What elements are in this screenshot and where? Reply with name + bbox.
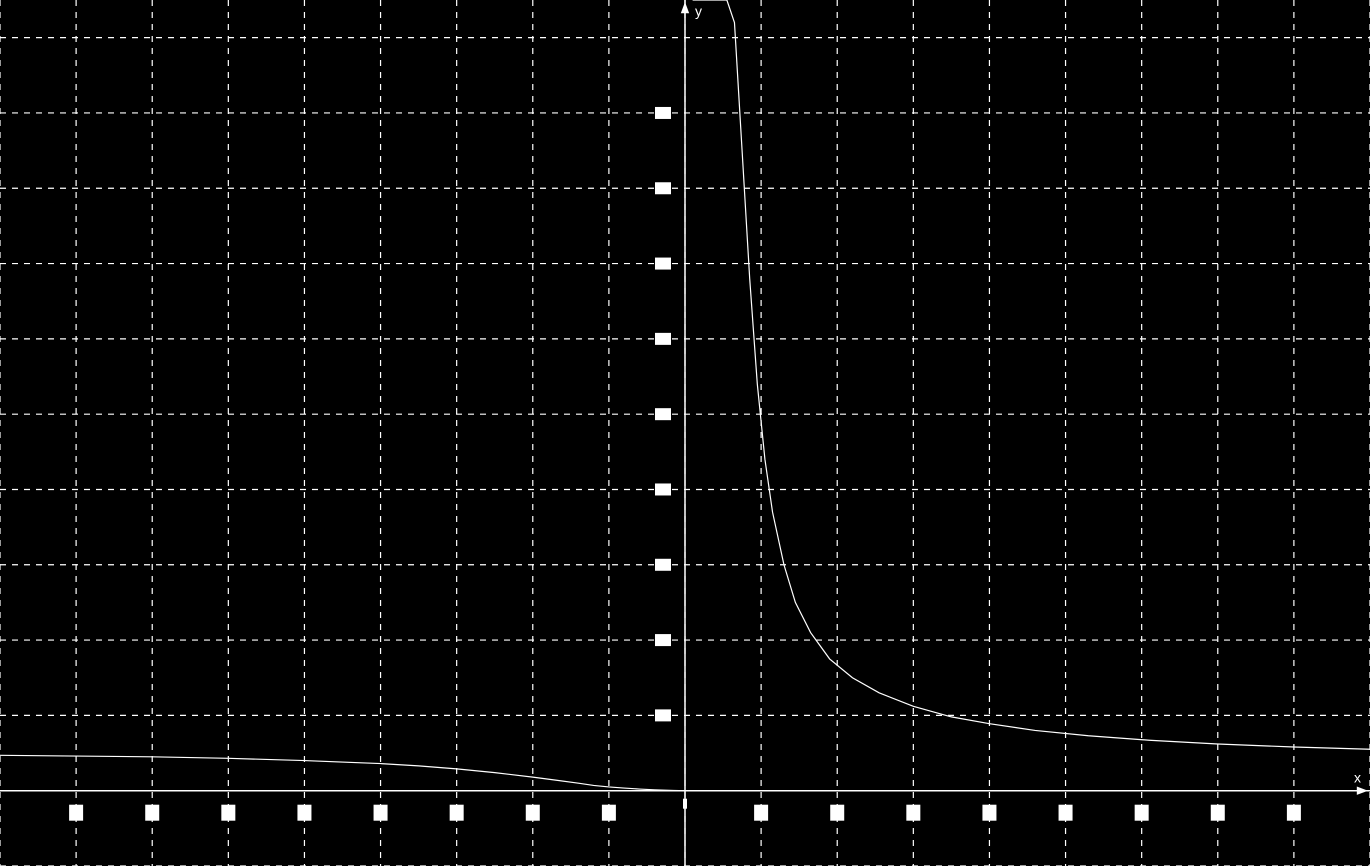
x-tick-marker xyxy=(683,799,687,809)
y-tick-marker xyxy=(655,258,671,270)
x-tick-marker xyxy=(830,805,844,821)
x-tick-marker xyxy=(1135,805,1149,821)
y-tick-marker xyxy=(655,408,671,420)
y-tick-marker xyxy=(655,483,671,495)
y-tick-marker xyxy=(655,182,671,194)
x-tick-marker xyxy=(450,805,464,821)
x-axis-label: x xyxy=(1354,770,1361,786)
x-tick-marker xyxy=(145,805,159,821)
x-tick-marker xyxy=(1287,805,1301,821)
y-tick-marker xyxy=(655,634,671,646)
x-tick-marker xyxy=(221,805,235,821)
x-tick-marker xyxy=(297,805,311,821)
x-tick-marker xyxy=(1211,805,1225,821)
x-tick-marker xyxy=(69,805,83,821)
x-tick-marker xyxy=(754,805,768,821)
y-tick-marker xyxy=(655,333,671,345)
y-tick-marker xyxy=(655,709,671,721)
x-tick-marker xyxy=(982,805,996,821)
coordinate-plot: yx xyxy=(0,0,1370,866)
x-tick-marker xyxy=(602,805,616,821)
x-tick-marker xyxy=(374,805,388,821)
x-tick-marker xyxy=(1059,805,1073,821)
y-tick-marker xyxy=(655,107,671,119)
y-tick-marker xyxy=(655,559,671,571)
x-tick-marker xyxy=(906,805,920,821)
y-axis-label: y xyxy=(695,3,702,19)
x-tick-marker xyxy=(526,805,540,821)
